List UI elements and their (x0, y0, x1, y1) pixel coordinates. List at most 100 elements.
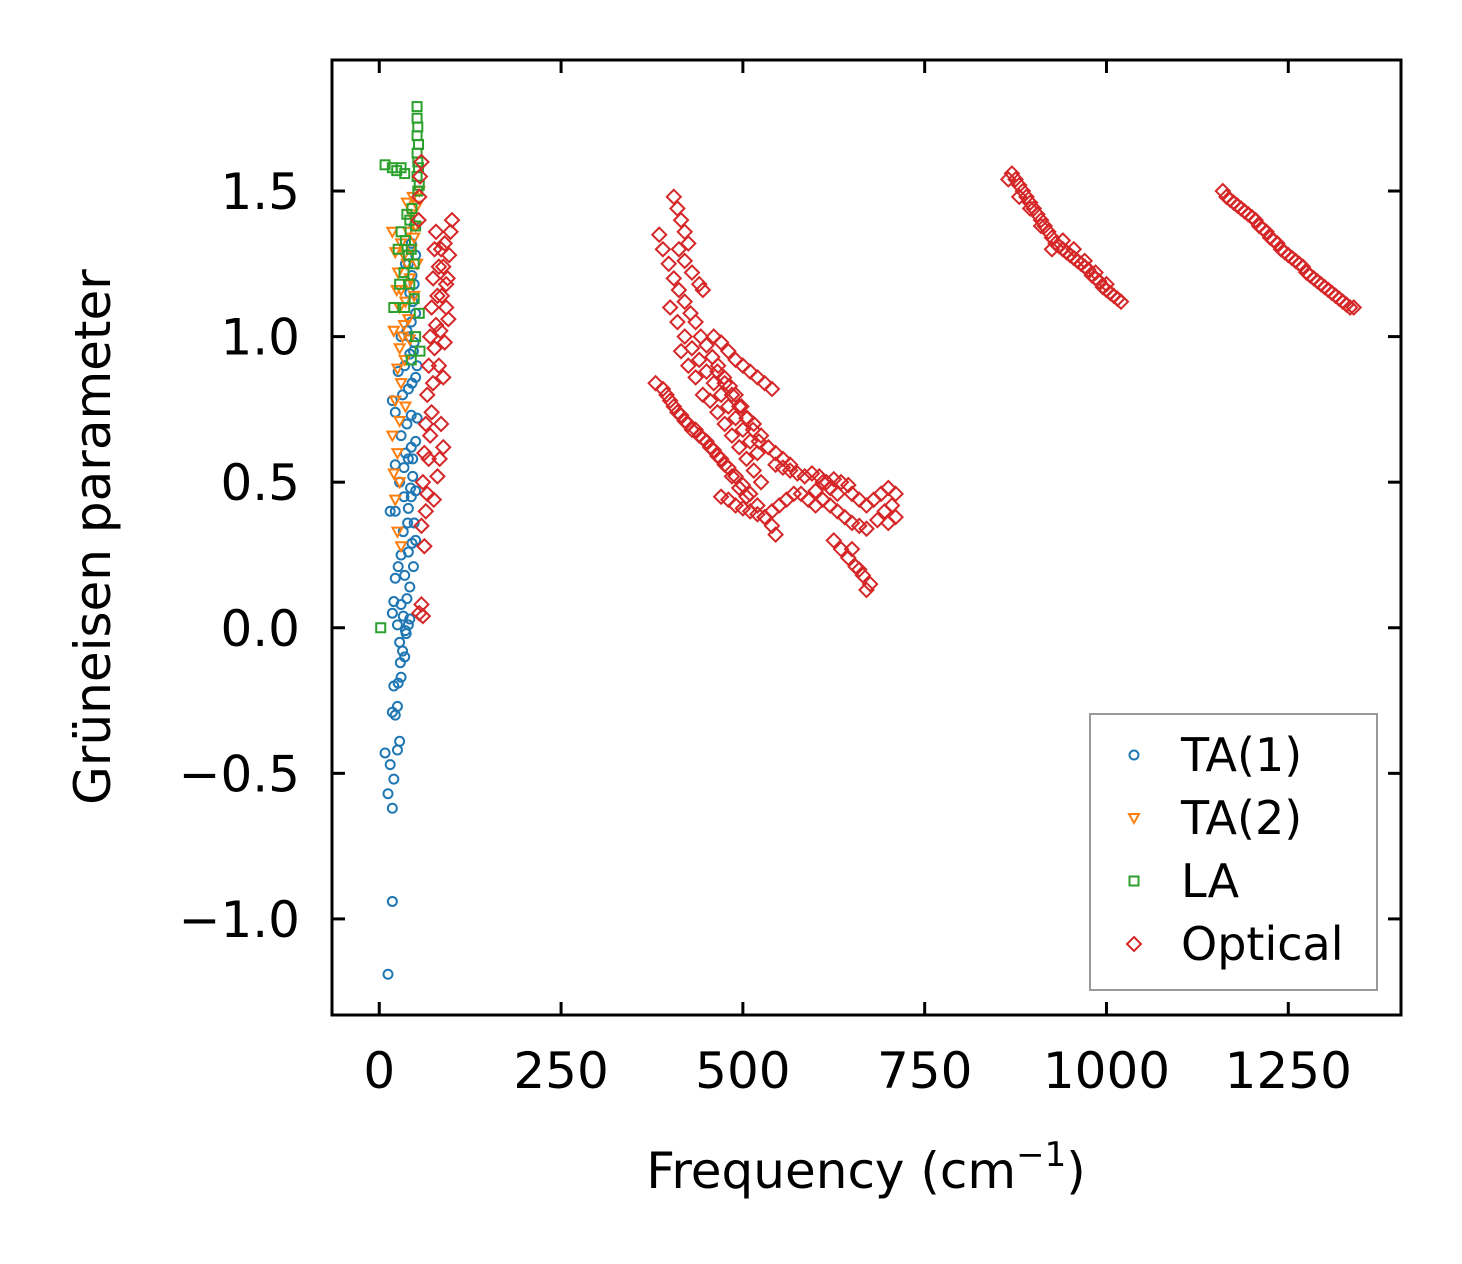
data-point-ta-2 (394, 378, 408, 391)
data-point-ta-1 (404, 581, 416, 593)
data-point-ta-1 (391, 744, 403, 756)
data-point-optical (694, 281, 712, 299)
data-point-optical (879, 479, 897, 497)
data-point-ta-1 (394, 735, 406, 747)
legend-marker-ta-2 (1127, 813, 1141, 826)
data-point-optical (439, 310, 457, 328)
data-point-optical (723, 386, 741, 404)
data-point-optical (421, 328, 439, 346)
data-point-ta-2 (390, 448, 405, 461)
data-point-ta-1 (379, 747, 391, 759)
data-point-ta-1 (394, 636, 406, 648)
data-point-la (413, 307, 425, 319)
data-point-optical (814, 473, 832, 491)
data-point-optical (810, 467, 828, 485)
data-point-optical (730, 438, 748, 456)
data-point-optical (440, 246, 458, 264)
data-point-ta-2 (390, 285, 404, 298)
data-point-la (414, 345, 426, 357)
data-point-optical (414, 473, 432, 491)
data-point-ta-1 (404, 613, 416, 625)
data-point-optical (670, 281, 688, 299)
data-point-ta-2 (390, 363, 405, 376)
data-point-optical (723, 427, 741, 445)
data-point-optical (1112, 293, 1130, 311)
data-point-la (405, 243, 417, 255)
data-point-optical (1054, 232, 1072, 249)
data-point-optical (774, 459, 792, 477)
data-point-optical (734, 421, 752, 439)
data-point-optical (712, 334, 730, 351)
data-point-ta-1 (405, 482, 417, 494)
data-point-optical (1007, 170, 1024, 188)
data-point-ta-2 (401, 314, 416, 327)
x-tick-label: 500 (695, 1042, 790, 1100)
data-point-optical (1003, 165, 1021, 182)
data-point-optical (425, 491, 443, 509)
data-point-optical (431, 322, 449, 340)
data-point-ta-1 (391, 700, 403, 712)
data-point-optical (1014, 182, 1032, 200)
data-point-ta-1 (397, 389, 409, 401)
data-point-optical (858, 520, 875, 538)
data-point-optical (1021, 194, 1039, 212)
data-point-optical (741, 363, 759, 380)
data-point-ta-1 (402, 453, 414, 465)
data-point-la (408, 258, 420, 270)
data-point-optical (672, 342, 690, 360)
data-point-ta-2 (392, 416, 407, 429)
legend-label-ta-2: TA(2) (1180, 791, 1302, 845)
data-point-optical (672, 406, 690, 424)
data-point-optical (430, 357, 448, 375)
data-point-ta-1 (386, 895, 398, 907)
data-point-ta-2 (388, 395, 402, 408)
data-point-optical (763, 517, 781, 535)
data-point-optical (705, 374, 723, 392)
data-point-ta-2 (407, 232, 421, 245)
data-point-optical (843, 540, 861, 558)
data-point-optical (785, 485, 803, 503)
data-point-optical (730, 479, 748, 497)
data-point-optical (719, 459, 737, 477)
data-point-optical (661, 299, 679, 316)
data-point-optical (411, 168, 429, 185)
y-tick-label: 0.0 (220, 600, 300, 658)
data-point-optical (1087, 264, 1104, 281)
data-point-la (398, 267, 410, 279)
data-point-optical (1043, 229, 1061, 247)
plot-frame (330, 58, 1403, 1017)
data-point-optical (763, 380, 781, 398)
data-point-optical (749, 497, 766, 514)
data-point-optical (414, 607, 432, 625)
data-point-optical (709, 363, 726, 380)
data-point-optical (426, 339, 443, 357)
data-point-ta-1 (389, 406, 401, 418)
data-point-ta-2 (387, 468, 401, 481)
data-point-optical (658, 386, 675, 404)
data-point-optical (1341, 299, 1359, 316)
data-point-ta-1 (397, 645, 409, 657)
x-axis-label-exponent: −1 (1016, 1135, 1066, 1175)
data-point-optical (423, 299, 441, 316)
data-point-optical (716, 374, 734, 392)
data-point-ta-1 (405, 409, 417, 421)
data-point-ta-2 (385, 430, 400, 443)
data-point-optical (733, 398, 750, 415)
data-point-optical (418, 386, 436, 404)
data-point-la (411, 101, 423, 113)
legend-marker-ta-1 (1128, 749, 1140, 761)
data-point-optical (436, 235, 454, 252)
data-point-la (412, 185, 424, 197)
data-point-ta-1 (388, 773, 400, 785)
data-point-ta-1 (394, 657, 406, 669)
data-point-optical (1098, 275, 1115, 293)
data-point-optical (832, 540, 850, 558)
data-point-ta-1 (386, 607, 398, 619)
data-point-ta-2 (398, 401, 413, 414)
y-tick-label: −0.5 (179, 745, 300, 803)
data-point-ta-1 (410, 371, 422, 383)
x-tick-label: 250 (513, 1042, 608, 1100)
data-point-optical (807, 497, 825, 514)
data-point-optical (420, 357, 438, 375)
